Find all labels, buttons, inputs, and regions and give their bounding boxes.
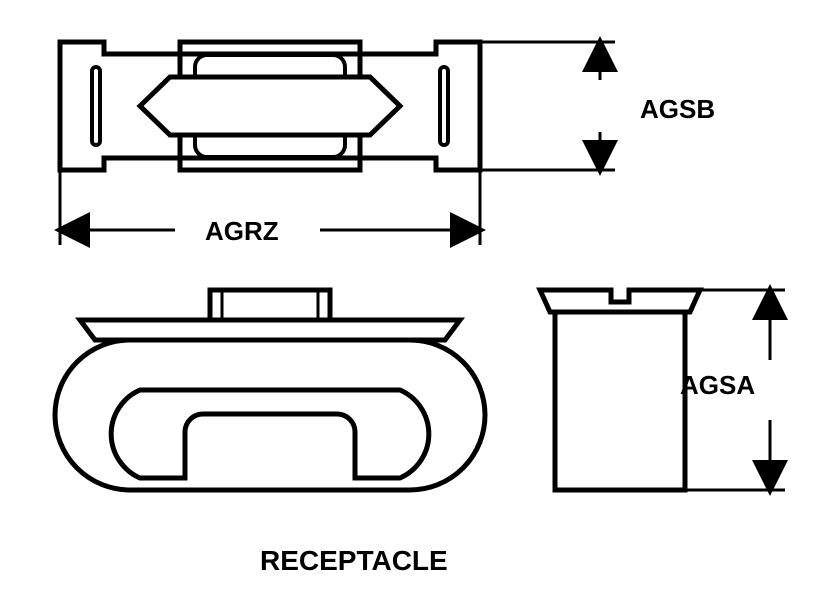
diagram-title: RECEPTACLE [260, 545, 448, 577]
label-agsb: AGSB [640, 94, 715, 125]
top-view [60, 42, 480, 170]
label-agrz: AGRZ [205, 216, 279, 247]
label-agsa: AGSA [680, 370, 755, 401]
front-view [55, 290, 485, 490]
dim-agsb [480, 42, 615, 170]
side-view [540, 290, 700, 490]
